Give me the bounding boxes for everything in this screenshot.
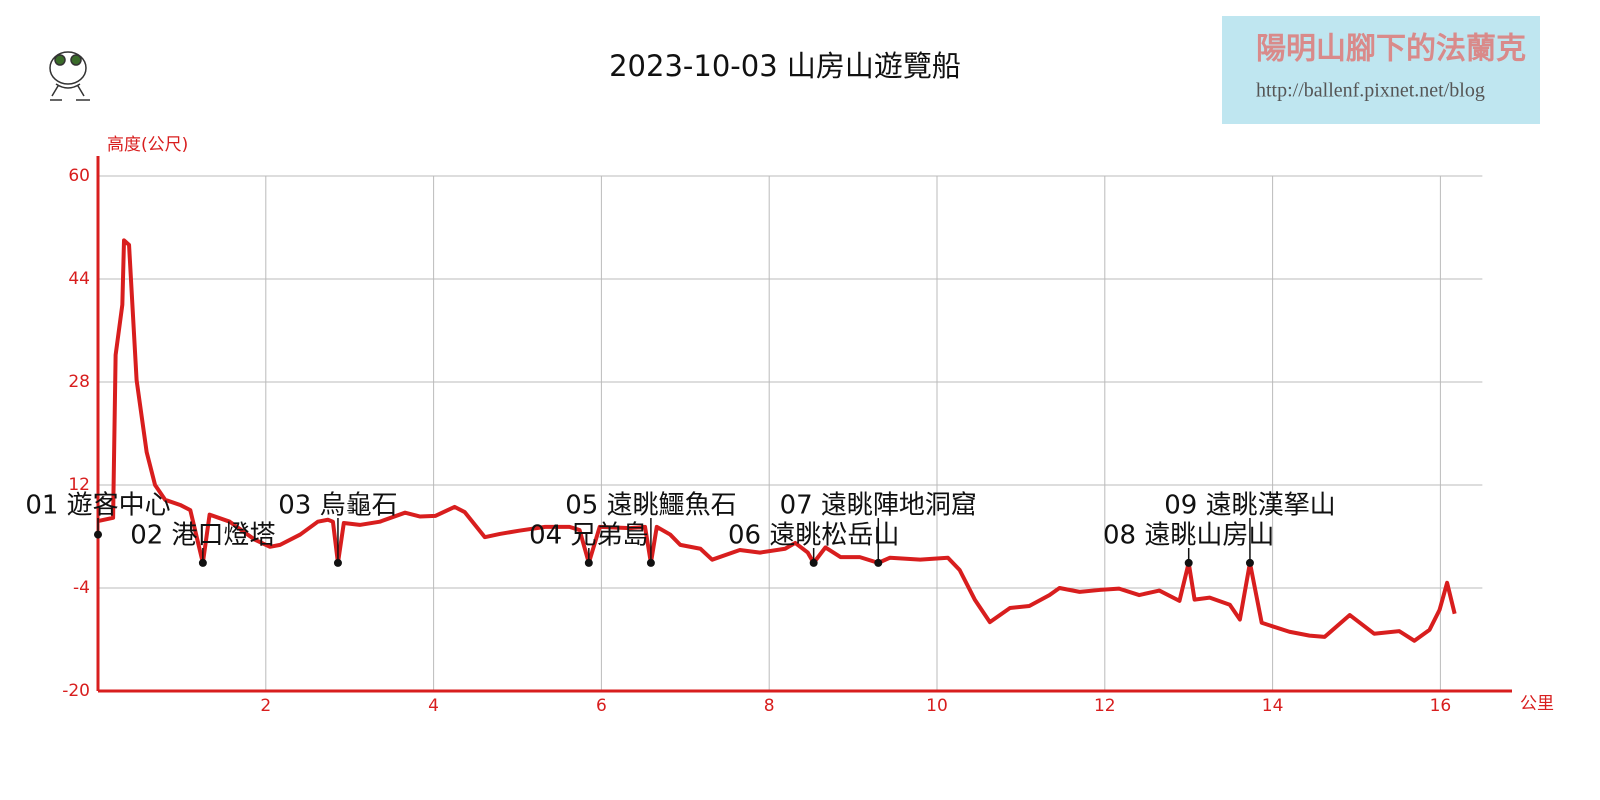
x-tick-label: 12 bbox=[1094, 696, 1116, 716]
y-tick-label: 60 bbox=[68, 166, 90, 186]
waypoint-label: 01 遊客中心 bbox=[25, 491, 170, 521]
waypoint-dot bbox=[1245, 558, 1254, 567]
watermark-box bbox=[1222, 16, 1540, 124]
waypoint-dot bbox=[198, 558, 207, 567]
waypoint-label: 08 遠眺山房山 bbox=[1103, 521, 1274, 551]
x-tick-label: 14 bbox=[1262, 696, 1284, 716]
x-tick-label: 4 bbox=[428, 696, 439, 716]
waypoint-label: 09 遠眺漢拏山 bbox=[1164, 491, 1335, 521]
y-tick-label: -20 bbox=[62, 681, 90, 701]
x-tick-label: 10 bbox=[926, 696, 948, 716]
waypoint-dot bbox=[874, 558, 883, 567]
elevation-line bbox=[97, 238, 1457, 643]
waypoint-dot bbox=[1184, 558, 1193, 567]
x-tick-label: 6 bbox=[596, 696, 607, 716]
waypoint-label: 06 遠眺松岳山 bbox=[728, 521, 899, 551]
waypoint-label: 04 兄弟島 bbox=[529, 521, 648, 551]
logo bbox=[49, 51, 90, 101]
y-tick-label: 44 bbox=[68, 269, 90, 289]
waypoint-dot bbox=[94, 530, 102, 539]
waypoint-label: 05 遠眺鱷魚石 bbox=[565, 491, 736, 521]
watermark-url: http://ballenf.pixnet.net/blog bbox=[1256, 80, 1485, 102]
x-tick-label: 2 bbox=[260, 696, 271, 716]
waypoint-dot bbox=[809, 558, 818, 567]
y-axis-label: 高度(公尺) bbox=[107, 135, 188, 155]
waypoint-label: 03 烏龜石 bbox=[278, 491, 397, 521]
x-tick-label: 16 bbox=[1430, 696, 1452, 716]
x-tick-label: 8 bbox=[764, 696, 775, 716]
waypoint-label: 02 港口燈塔 bbox=[130, 521, 275, 551]
watermark-name: 陽明山腳下的法蘭克 bbox=[1256, 32, 1526, 67]
waypoint-label: 07 遠眺陣地洞窟 bbox=[780, 491, 977, 521]
waypoint-dot bbox=[584, 558, 593, 567]
y-tick-label: 12 bbox=[68, 475, 90, 495]
chart-title: 2023-10-03 山房山遊覽船 bbox=[609, 49, 961, 83]
waypoint-dot bbox=[333, 558, 342, 567]
y-tick-label: -4 bbox=[73, 578, 90, 598]
waypoint-dot bbox=[646, 558, 655, 567]
y-tick-label: 28 bbox=[68, 372, 90, 392]
x-axis-label: 公里 bbox=[1520, 694, 1554, 714]
